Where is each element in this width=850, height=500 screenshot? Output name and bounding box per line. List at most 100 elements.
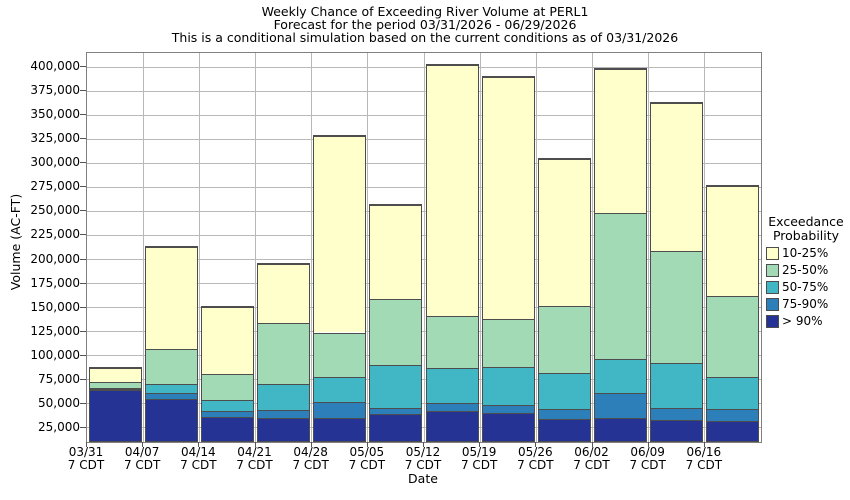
legend-entry-label: 50-75%	[782, 280, 829, 294]
x-tick-mark	[142, 442, 144, 447]
x-tick-timezone: 7 CDT	[460, 458, 498, 472]
y-tick-label: 175,000	[30, 275, 80, 290]
x-tick-label: 04/28 7 CDT	[281, 446, 341, 472]
x-tick-timezone: 7 CDT	[180, 458, 217, 472]
legend-swatch-50-75	[766, 280, 779, 294]
x-tick-mark	[86, 442, 87, 447]
bar-segment-90	[651, 419, 703, 442]
legend-entries: 10-25% 25-50% 50-75% 75-90% > 90%	[762, 246, 850, 328]
bar-segment-75-90	[595, 393, 647, 418]
bar-segment-90	[201, 416, 253, 442]
bar-segment-10-25	[145, 247, 197, 349]
bar-segment-10-25	[651, 102, 703, 251]
x-tick-timezone: 7 CDT	[123, 458, 161, 472]
bar-segment-25-50	[89, 382, 141, 389]
y-tick-label: 400,000	[30, 59, 80, 74]
bar-segment-10-25	[201, 306, 253, 374]
y-tick-label: 125,000	[30, 323, 80, 338]
x-tick-date: 05/19	[461, 445, 497, 459]
bar-segment-90	[89, 390, 141, 442]
legend-entry-label: 10-25%	[782, 246, 829, 260]
bar-segment-75-90	[89, 389, 141, 391]
legend-title-line-1: Exceedance	[768, 214, 844, 229]
bar-segment-25-50	[426, 316, 478, 369]
bar-segment-10-25	[707, 185, 759, 296]
y-tick-label: 150,000	[30, 299, 80, 314]
bar-segment-50-75	[201, 399, 253, 411]
bar-segment-75-90	[482, 404, 534, 413]
y-tick-label: 225,000	[30, 227, 80, 242]
x-tick-label: 05/26 7 CDT	[505, 446, 565, 472]
legend-entry: 75-90%	[762, 297, 850, 311]
x-tick-timezone: 7 CDT	[629, 458, 666, 472]
bar-segment-75-90	[426, 403, 478, 412]
bar-segment-75-90	[258, 410, 310, 418]
bar-segment-10-25	[595, 69, 647, 214]
bar-segment-90	[145, 398, 197, 442]
bar-segment-75-90	[538, 409, 590, 419]
x-tick-timezone: 7 CDT	[573, 458, 610, 472]
x-tick-date: 06/09	[630, 445, 665, 459]
x-tick-mark	[423, 442, 424, 447]
bar-segment-50-75	[651, 363, 703, 408]
bar-segment-90	[426, 411, 478, 442]
x-tick-label: 05/19 7 CDT	[449, 446, 509, 472]
legend: Exceedance Probability 10-25% 25-50% 50-75…	[762, 215, 850, 328]
x-tick-date: 04/07	[124, 445, 160, 459]
y-tick-mark	[80, 354, 86, 356]
y-tick-mark	[80, 378, 86, 380]
bar-segment-25-50	[707, 296, 759, 377]
bar-segment-10-25	[538, 158, 590, 306]
x-tick-timezone: 7 CDT	[348, 458, 386, 472]
bar-segment-25-50	[538, 305, 590, 373]
legend-entry-label: 75-90%	[782, 297, 829, 311]
x-tick-mark	[703, 442, 705, 447]
gridline-vertical	[367, 53, 369, 442]
bar-segment-25-50	[258, 322, 310, 385]
chart-note: This is a conditional simulation based o…	[171, 30, 679, 45]
bar-segment-50-75	[145, 384, 197, 394]
bar-segment-25-50	[482, 319, 534, 368]
y-tick-mark	[80, 402, 86, 404]
gridline-vertical	[311, 53, 313, 442]
gridline-vertical	[255, 53, 256, 442]
legend-entry: 50-75%	[762, 280, 850, 294]
bar-segment-90	[707, 420, 759, 442]
bar-segment-50-75	[370, 365, 422, 409]
x-tick-mark	[198, 442, 200, 447]
x-tick-label: 06/16 7 CDT	[674, 446, 734, 472]
legend-entry: > 90%	[762, 314, 850, 328]
y-tick-mark	[80, 258, 86, 260]
x-tick-timezone: 7 CDT	[292, 458, 329, 472]
x-tick-label: 04/14 7 CDT	[168, 446, 228, 472]
x-tick-date: 05/12	[405, 445, 441, 459]
bar-segment-90	[314, 417, 366, 442]
x-tick-date: 04/21	[237, 445, 272, 459]
bar-segment-90	[538, 418, 590, 442]
x-tick-mark	[310, 442, 312, 447]
bar-segment-90	[482, 412, 534, 442]
x-tick-date: 06/16	[686, 445, 722, 459]
legend-entry-label: 25-50%	[782, 263, 829, 277]
y-tick-label: 275,000	[30, 179, 80, 194]
x-tick-mark	[366, 442, 368, 447]
bar-segment-10-25	[426, 65, 478, 317]
bar-segment-25-50	[370, 298, 422, 366]
bar-segment-50-75	[258, 384, 310, 411]
plot-area	[86, 52, 762, 443]
legend-swatch-75-90	[766, 297, 779, 311]
bar-segment-90	[258, 417, 310, 442]
y-tick-mark	[80, 330, 86, 332]
gridline-vertical	[423, 53, 425, 442]
legend-swatch-10-25	[766, 246, 779, 260]
bar-segment-10-25	[482, 77, 534, 320]
bar-segment-10-25	[89, 368, 141, 383]
x-tick-mark	[479, 442, 481, 447]
bar-segment-90	[370, 414, 422, 442]
y-tick-mark	[80, 186, 86, 188]
y-tick-label: 375,000	[30, 83, 80, 98]
x-tick-label: 04/21 7 CDT	[225, 446, 285, 472]
x-tick-label: 04/07 7 CDT	[112, 446, 172, 472]
x-tick-mark	[647, 442, 649, 447]
